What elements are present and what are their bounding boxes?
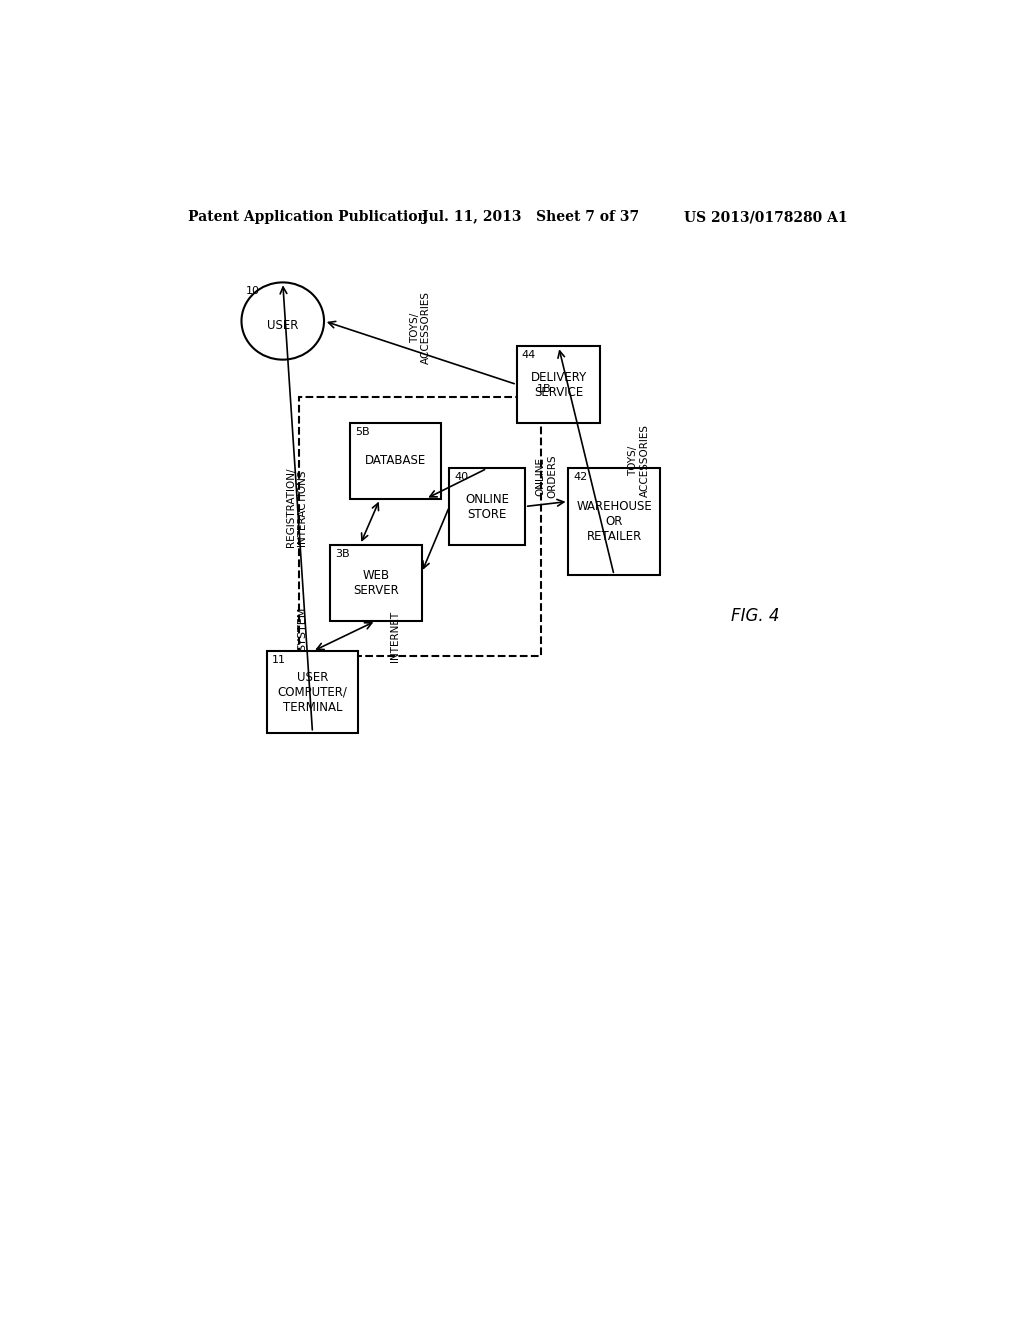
Bar bbox=[568, 469, 659, 576]
Text: INTERNET: INTERNET bbox=[390, 611, 400, 661]
Text: ONLINE
ORDERS: ONLINE ORDERS bbox=[536, 454, 557, 498]
Text: 1B: 1B bbox=[537, 384, 551, 395]
Text: TOYS/
ACCESSORIES: TOYS/ ACCESSORIES bbox=[410, 292, 431, 364]
Bar bbox=[350, 422, 441, 499]
Text: 44: 44 bbox=[521, 351, 536, 360]
Bar bbox=[267, 651, 358, 733]
Text: REGISTRATION/
INTERACTIONS: REGISTRATION/ INTERACTIONS bbox=[286, 467, 307, 548]
Bar bbox=[517, 346, 600, 422]
Text: TOYS/
ACCESSORIES: TOYS/ ACCESSORIES bbox=[629, 424, 650, 498]
Text: WEB
SERVER: WEB SERVER bbox=[353, 569, 399, 597]
Bar bbox=[331, 545, 422, 620]
Text: 42: 42 bbox=[573, 473, 588, 483]
Bar bbox=[450, 469, 524, 545]
Text: DATABASE: DATABASE bbox=[366, 454, 426, 467]
Text: 5B: 5B bbox=[355, 426, 370, 437]
Text: USER
COMPUTER/
TERMINAL: USER COMPUTER/ TERMINAL bbox=[278, 671, 347, 714]
Ellipse shape bbox=[242, 282, 324, 359]
Text: 40: 40 bbox=[455, 473, 468, 483]
Text: 3B: 3B bbox=[335, 549, 350, 558]
Text: Patent Application Publication: Patent Application Publication bbox=[187, 210, 427, 224]
Text: Jul. 11, 2013   Sheet 7 of 37: Jul. 11, 2013 Sheet 7 of 37 bbox=[422, 210, 639, 224]
Text: SYSTEM: SYSTEM bbox=[297, 607, 307, 651]
Text: WAREHOUSE
OR
RETAILER: WAREHOUSE OR RETAILER bbox=[577, 500, 652, 544]
Text: FIG. 4: FIG. 4 bbox=[731, 607, 779, 624]
Text: 11: 11 bbox=[271, 656, 286, 665]
Text: US 2013/0178280 A1: US 2013/0178280 A1 bbox=[684, 210, 847, 224]
Bar bbox=[299, 397, 541, 656]
Text: USER: USER bbox=[267, 318, 298, 331]
Text: ONLINE
STORE: ONLINE STORE bbox=[465, 492, 509, 520]
Text: DELIVERY
SERVICE: DELIVERY SERVICE bbox=[530, 371, 587, 399]
Text: 10: 10 bbox=[246, 286, 259, 297]
